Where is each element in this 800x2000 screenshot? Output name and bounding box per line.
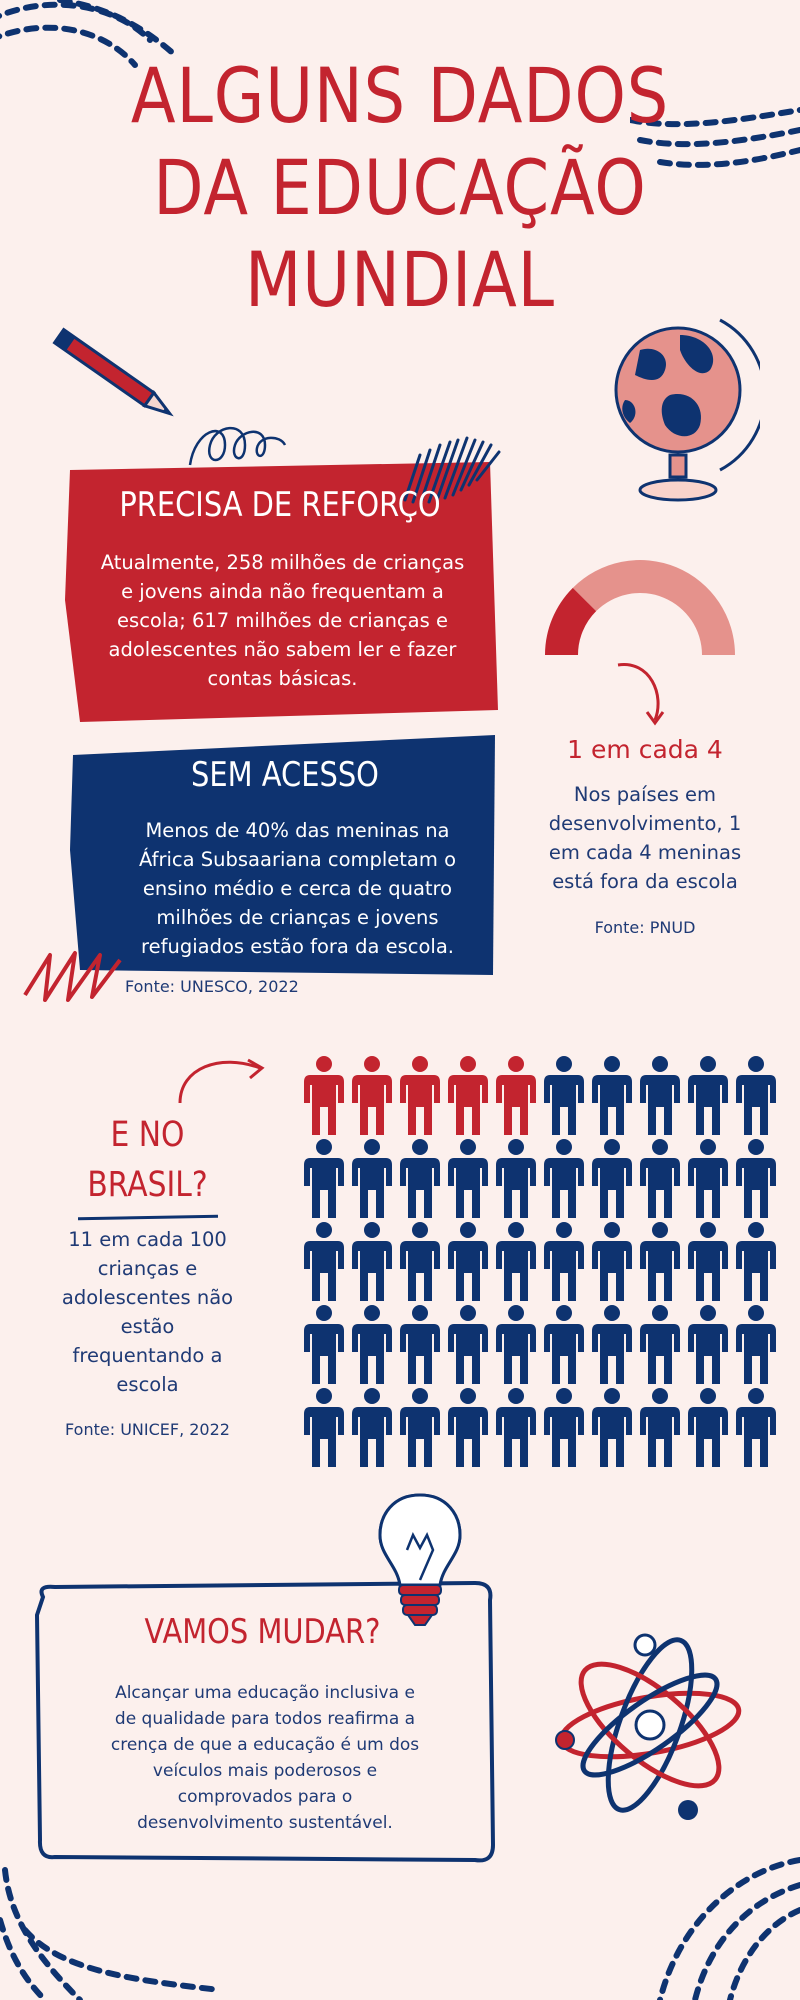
person-icon [396,1055,444,1138]
person-icon [348,1138,396,1221]
pencil-icon [52,327,174,417]
gauge-label: 1 em cada 4 [567,735,723,764]
reforco-text: Atualmente, 258 milhões de crianças e jo… [100,551,465,690]
person-icon [684,1055,732,1138]
person-icon [444,1387,492,1470]
person-icon [636,1221,684,1304]
person-icon [348,1387,396,1470]
atom-icon [555,1633,742,1820]
gauge-value-arc [545,587,597,655]
scribble-hatch-icon [403,436,501,504]
person-icon [444,1221,492,1304]
gauge-source: Fonte: PNUD [594,918,696,937]
person-icon [732,1055,780,1138]
title-line-3: MUNDIAL [245,235,555,324]
person-icon [540,1138,588,1221]
person-icon [300,1387,348,1470]
title-line-1: ALGUNS DADOS [130,51,670,140]
title-line-2: DA EDUCAÇÃO [153,143,647,232]
person-icon [636,1304,684,1387]
person-icon [492,1221,540,1304]
gauge-chart [545,560,735,655]
decorative-dashes-bottom-left [0,1867,223,2000]
person-icon [540,1221,588,1304]
person-icon [540,1055,588,1138]
person-icon [588,1304,636,1387]
person-icon [300,1221,348,1304]
decorative-dashes-bottom-right [657,1857,800,2000]
reforco-box-bg [65,462,498,722]
zigzag-scribble-icon [23,951,122,1002]
brasil-text: 11 em cada 100 crianças e adolescentes n… [61,1228,234,1396]
curved-arrow-right-icon [178,1058,265,1104]
person-icon [348,1221,396,1304]
person-icon [732,1221,780,1304]
acesso-heading: SEM ACESSO [191,755,379,795]
person-icon [732,1138,780,1221]
brasil-heading-underline [77,1214,219,1221]
person-icon [444,1304,492,1387]
person-icon [636,1387,684,1470]
person-icon [444,1055,492,1138]
mudar-heading: VAMOS MUDAR? [144,1612,381,1652]
person-icon [684,1387,732,1470]
person-icon [492,1304,540,1387]
decorative-dashes-top-right [630,107,800,168]
person-icon [588,1138,636,1221]
scribble-loops-icon [188,426,287,466]
person-icon [684,1138,732,1221]
person-icon [396,1221,444,1304]
gauge-text: Nos países em desenvolvimento, 1 em cada… [548,783,742,893]
person-icon [396,1138,444,1221]
mudar-text: Alcançar uma educação inclusiva e de qua… [110,1683,420,1833]
person-icon [396,1304,444,1387]
acesso-box-bg [70,735,495,975]
person-icon [636,1055,684,1138]
brasil-source: Fonte: UNICEF, 2022 [65,1420,230,1439]
person-icon [588,1387,636,1470]
reforco-heading: PRECISA DE REFORÇO [119,485,441,525]
person-icon [300,1138,348,1221]
person-icon [300,1304,348,1387]
person-icon [588,1055,636,1138]
person-icon [540,1304,588,1387]
decorative-dashes-top-left [0,0,178,68]
acesso-source: Fonte: UNESCO, 2022 [125,977,299,996]
brasil-heading-line1: E NO [110,1115,185,1155]
brasil-heading-line2: BRASIL? [87,1165,208,1205]
person-icon [684,1304,732,1387]
person-icon [732,1304,780,1387]
mudar-box-border [34,1580,496,1863]
person-icon [444,1138,492,1221]
curved-arrow-down-icon [617,663,665,726]
person-icon [636,1138,684,1221]
acesso-text: Menos de 40% das meninas na África Subsa… [138,819,457,958]
person-icon [348,1304,396,1387]
person-icon [732,1387,780,1470]
person-icon [588,1221,636,1304]
person-icon [348,1055,396,1138]
person-icon [492,1055,540,1138]
lightbulb-top-overlay [378,1493,462,1626]
person-icon [396,1387,444,1470]
person-icon [492,1387,540,1470]
page-title: ALGUNS DADOS DA EDUCAÇÃO MUNDIAL [56,50,744,326]
gauge-remaining-arc [572,560,735,655]
person-icon [300,1055,348,1138]
globe-icon [614,318,760,502]
person-icon [492,1138,540,1221]
person-icon [684,1221,732,1304]
person-icon [540,1387,588,1470]
people-pictogram-grid [300,1055,790,1475]
